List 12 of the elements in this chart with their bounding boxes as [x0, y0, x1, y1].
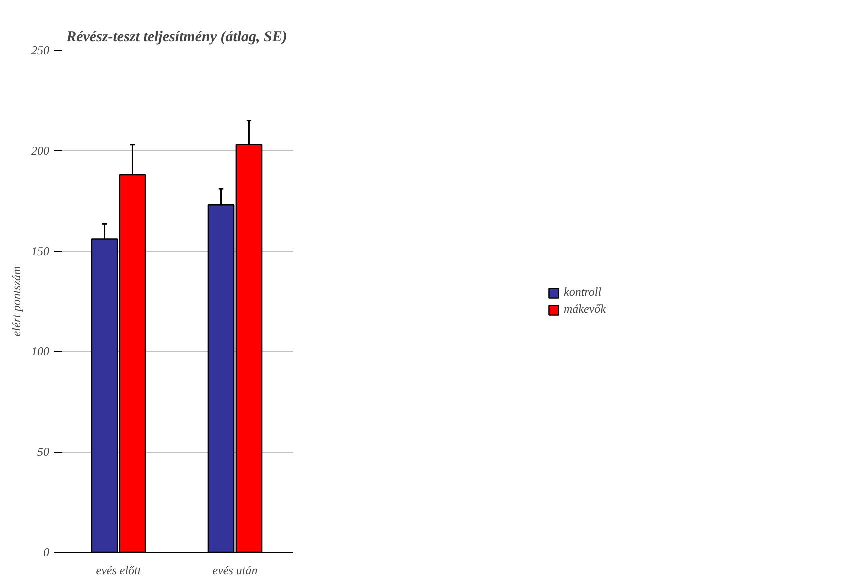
y-tick-label: 250	[32, 44, 50, 58]
legend-label: kontroll	[564, 285, 602, 300]
y-tick-label: 100	[32, 344, 50, 359]
legend-label: mákevők	[564, 302, 606, 317]
x-tick-label: evés előtt	[96, 564, 142, 578]
y-tick-label: 0	[44, 546, 50, 560]
x-tick-label: evés után	[212, 564, 258, 578]
y-tick-label: 150	[32, 244, 50, 258]
y-tick-label: 200	[32, 144, 50, 158]
y-tick-label: 50	[38, 445, 50, 460]
y-axis-title: elért pontszám	[10, 266, 24, 337]
chart-title: Révész-teszt teljesítmény (átlag, SE)	[66, 30, 288, 46]
